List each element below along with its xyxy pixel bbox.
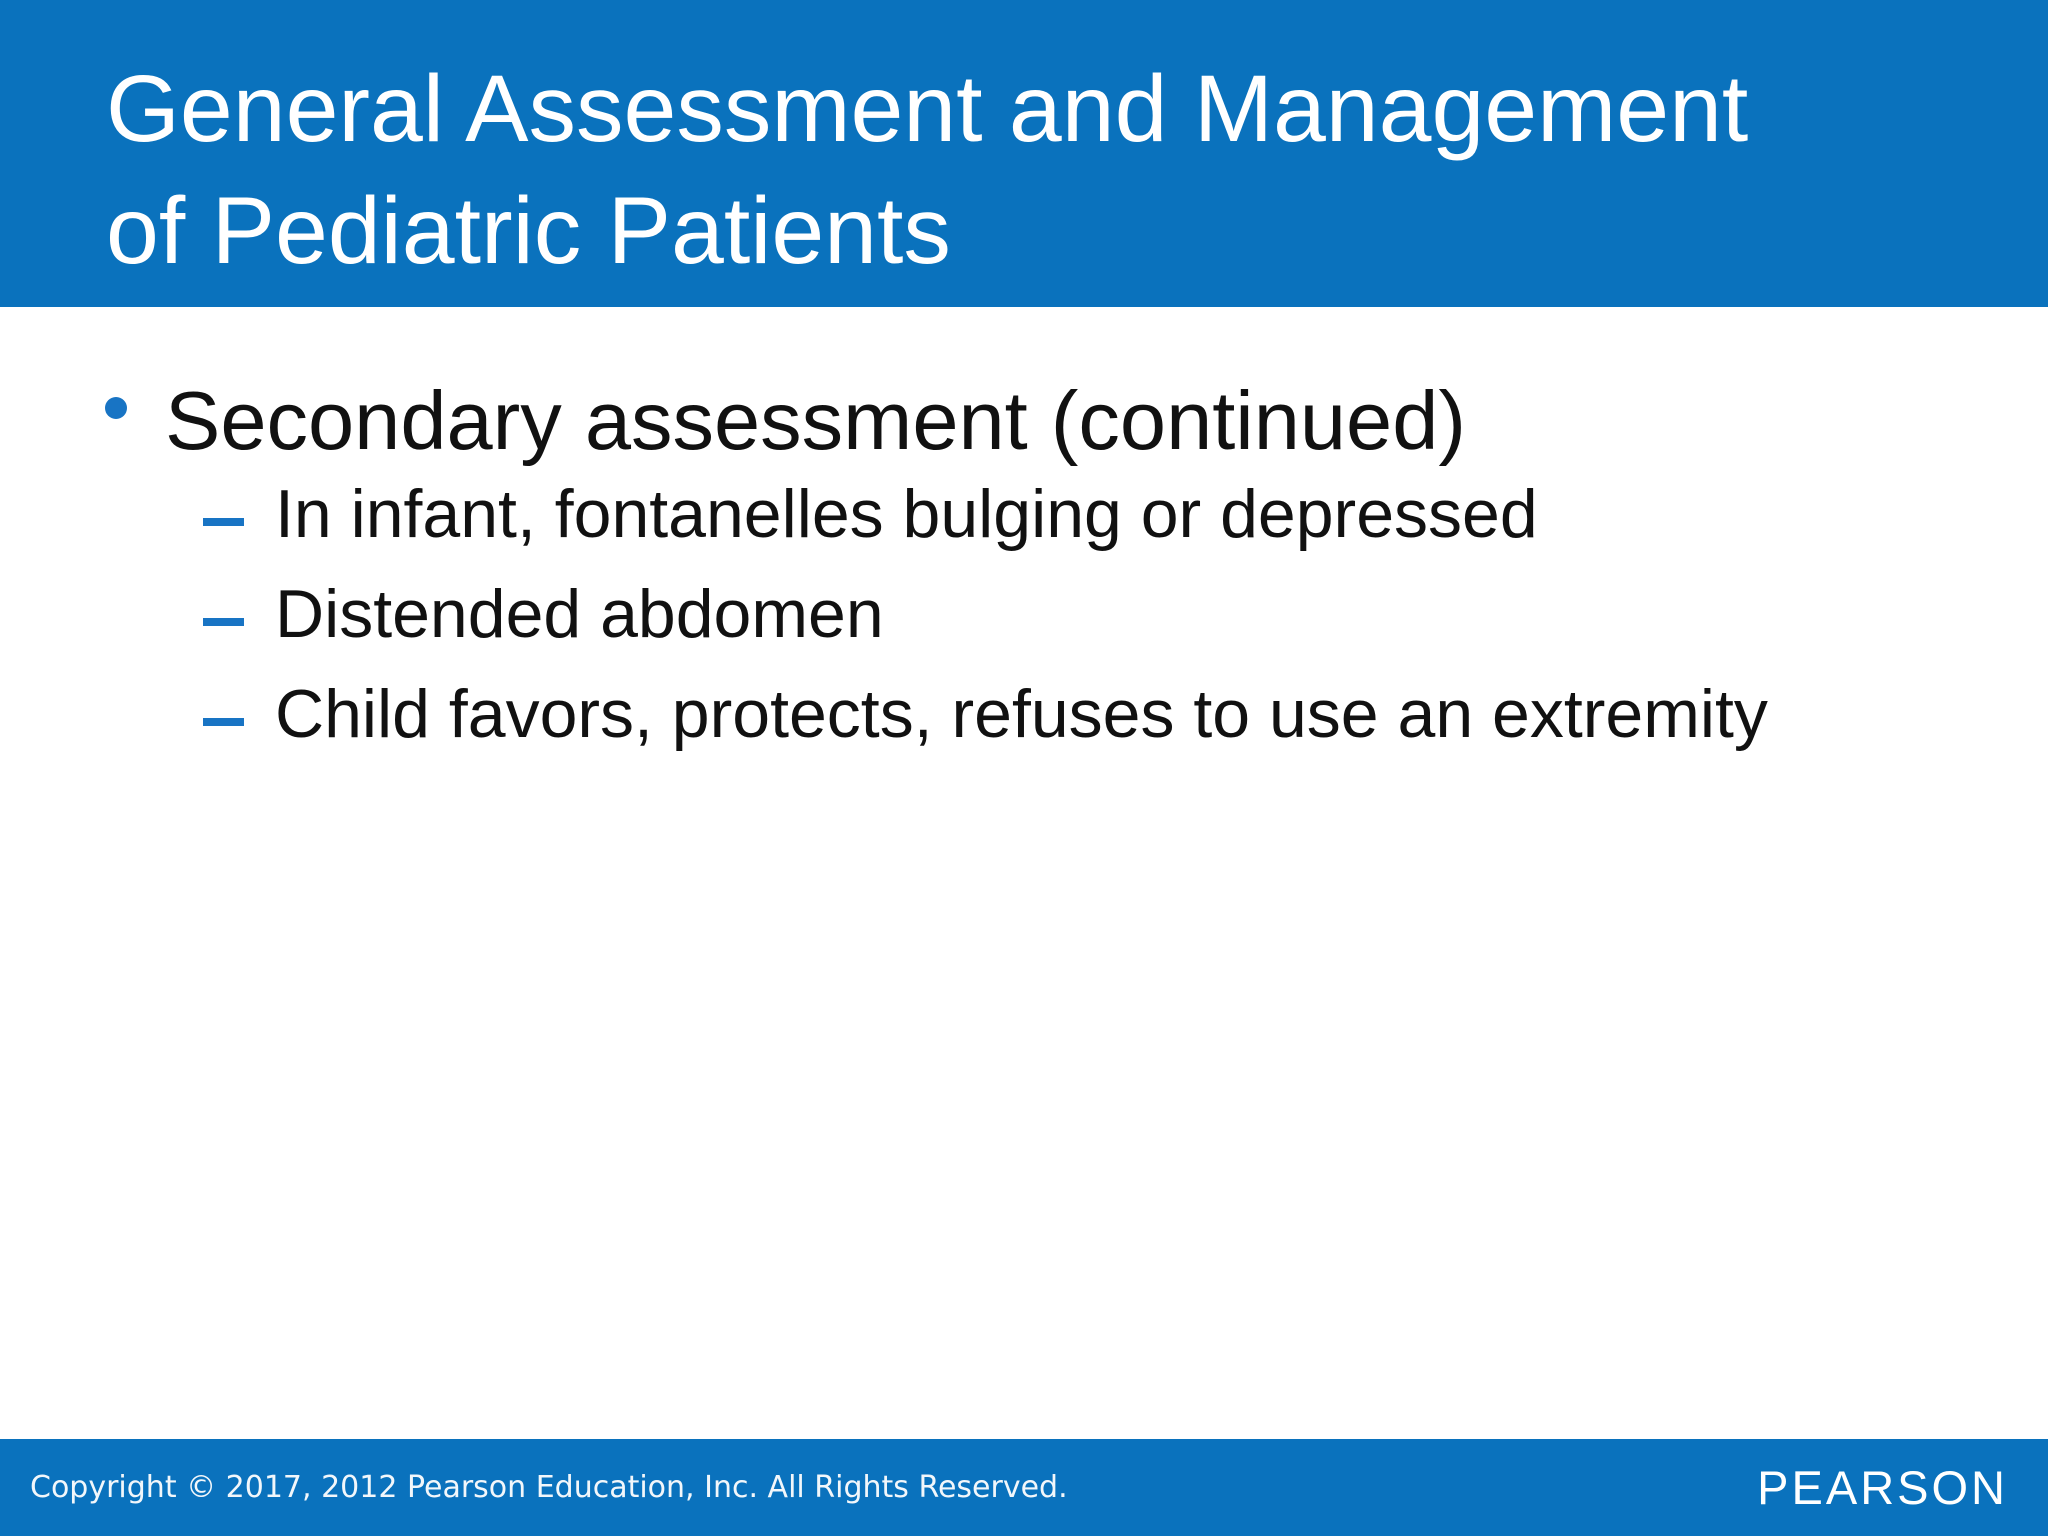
slide-footer-bar: Copyright © 2017, 2012 Pearson Education… [0, 1439, 2048, 1536]
sub-bullet-dash-icon [203, 718, 244, 726]
slide-title: General Assessment and Management of Ped… [106, 48, 1748, 292]
sub-bullet-dash-icon [203, 518, 244, 526]
bullet-item: Secondary assessment (continued) [165, 374, 1467, 467]
slide-title-bar: General Assessment and Management of Ped… [0, 0, 2048, 307]
sub-bullet-item: In infant, fontanelles bulging or depres… [275, 476, 1538, 552]
slide-title-line2: of Pediatric Patients [106, 178, 951, 284]
bullet-dot-icon [105, 397, 127, 419]
pearson-logo: PEARSON [1757, 1461, 2008, 1514]
sub-bullet-dash-icon [203, 618, 244, 626]
copyright-notice: Copyright © 2017, 2012 Pearson Education… [30, 1470, 1068, 1505]
sub-bullet-item: Child favors, protects, refuses to use a… [275, 676, 1768, 752]
sub-bullet-item: Distended abdomen [275, 576, 884, 652]
slide-title-line1: General Assessment and Management [106, 56, 1749, 162]
